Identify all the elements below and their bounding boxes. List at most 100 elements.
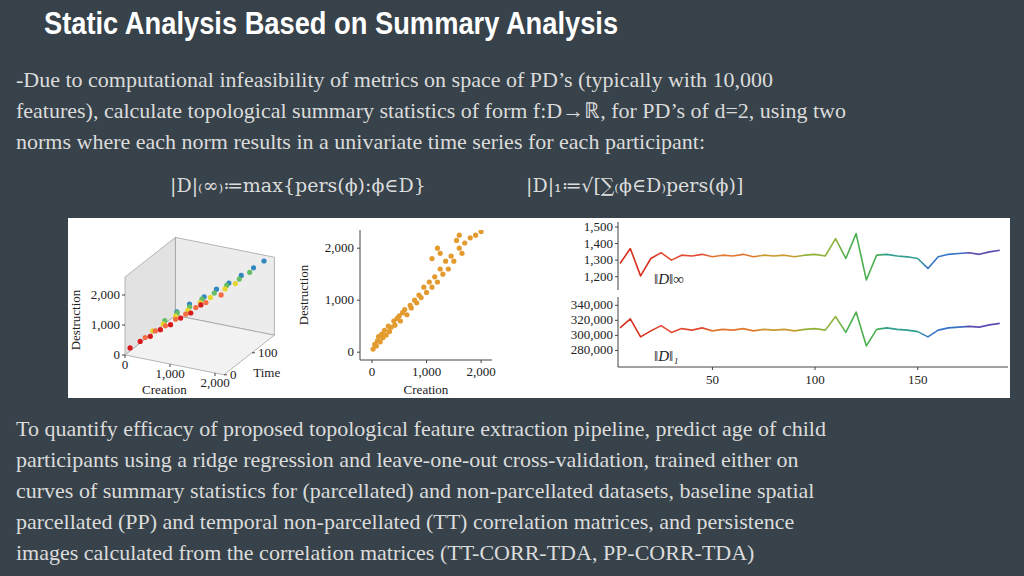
y-tick-label: 340,000 — [571, 297, 613, 312]
point-3d — [178, 315, 183, 320]
x-tick — [712, 367, 713, 370]
point — [440, 272, 445, 277]
x-tick — [481, 360, 482, 363]
point — [468, 235, 473, 240]
point-3d — [203, 300, 208, 305]
y-axis — [360, 230, 361, 360]
x-axis-label: Creation — [404, 382, 449, 397]
point — [457, 233, 462, 238]
x-tick-label: 0 — [369, 364, 376, 379]
x-tick-label: 100 — [805, 372, 825, 387]
point-3d — [237, 277, 242, 282]
point — [435, 246, 440, 251]
point — [473, 233, 478, 238]
intro-line: -Due to computational infeasibility of m… — [16, 64, 846, 95]
y-tick-label: 2,000 — [325, 240, 354, 255]
formula-inf-norm: |D|₍∞₎≔max{pers(ϕ):ϕ∈D} — [170, 174, 426, 196]
point-3d — [219, 292, 224, 297]
point — [421, 285, 426, 290]
y-tick-label: 2,000 — [91, 287, 120, 302]
x-tick-label: 0 — [122, 357, 129, 372]
point — [427, 279, 432, 284]
point — [432, 274, 437, 279]
z-tick-label: 0 — [230, 367, 237, 382]
panel-annotation: ‖D‖₁ — [654, 348, 678, 364]
x-tick-label: 1,000 — [412, 364, 441, 379]
body-paragraph: To quantify efficacy of proposed topolog… — [16, 413, 826, 568]
point — [392, 323, 397, 328]
y-tick-label: 300,000 — [571, 327, 613, 342]
lines — [620, 312, 1000, 346]
point-3d — [212, 290, 217, 295]
y-tick-label: 1,200 — [584, 269, 613, 284]
y-axis — [618, 222, 619, 290]
point-3d — [261, 258, 266, 263]
y-tick — [357, 300, 360, 301]
y-axis — [618, 297, 619, 367]
z-tick — [224, 374, 227, 375]
point-3d — [251, 265, 256, 270]
slide-title: Static Analysis Based on Summary Analysi… — [44, 6, 618, 42]
x-tick-label: 1,000 — [155, 366, 184, 381]
z-axis-label: Time — [253, 365, 280, 380]
x-tick — [917, 367, 918, 370]
y-tick-label: 1,000 — [325, 292, 354, 307]
intro-line: norms where each norm results in a univa… — [16, 126, 846, 157]
y-axis-label: Destruction — [296, 264, 311, 325]
point-3d — [198, 302, 203, 307]
y-tick — [122, 325, 125, 326]
body-line: images calculated from the correlation m… — [16, 537, 826, 568]
point-3d — [168, 322, 173, 327]
x-axis-label: Creation — [142, 382, 187, 397]
intro-line: features), calculate topological summary… — [16, 95, 846, 126]
point-3d — [188, 310, 193, 315]
point-3d — [163, 323, 168, 328]
point-3d — [193, 305, 198, 310]
point-3d — [153, 328, 158, 333]
y-tick — [615, 305, 618, 306]
body-line: participants using a ridge regression an… — [16, 444, 826, 475]
x-tick-label: 2,000 — [466, 364, 495, 379]
y-tick — [615, 335, 618, 336]
y-tick — [357, 352, 360, 353]
point-3d — [183, 312, 188, 317]
formula-one-norm: |D|₁≔√[∑₍ϕ∈D₎pers(ϕ)] — [526, 174, 743, 196]
point — [435, 279, 440, 284]
figure: 01,0002,00001,0002,0000100CreationDestru… — [0, 0, 1024, 576]
point — [443, 259, 448, 264]
y-tick-label: 1,300 — [584, 252, 613, 267]
y-tick — [615, 226, 618, 227]
point — [418, 295, 423, 300]
point — [402, 307, 407, 312]
x-tick-label: 50 — [706, 372, 719, 387]
point-3d — [127, 345, 132, 350]
y-tick-label: 320,000 — [571, 312, 613, 327]
y-tick-label: 1,400 — [584, 236, 613, 251]
point — [398, 318, 403, 323]
points — [370, 230, 483, 352]
y-tick-label: 280,000 — [571, 342, 613, 357]
y-tick-label: 0 — [348, 344, 355, 359]
point — [414, 300, 419, 305]
x-tick-label: 2,000 — [200, 375, 229, 390]
body-line: curves of summary statistics for (parcel… — [16, 475, 826, 506]
x-axis — [618, 367, 1008, 368]
point — [382, 328, 387, 333]
y-tick — [615, 243, 618, 244]
point-3d — [173, 317, 178, 322]
point-3d — [138, 339, 143, 344]
y-tick-label: 1,500 — [584, 219, 613, 234]
point-3d — [233, 281, 238, 286]
body-line: To quantify efficacy of proposed topolog… — [16, 413, 826, 444]
point — [457, 246, 462, 251]
y-tick — [615, 350, 618, 351]
z-tick — [252, 352, 255, 353]
body-line: parcellated (PP) and temporal non-parcel… — [16, 506, 826, 537]
point-3d — [148, 334, 153, 339]
point-3d — [208, 295, 213, 300]
x-tick — [815, 367, 816, 370]
panel-annotation: ‖D‖∞ — [654, 271, 684, 287]
x-tick — [372, 360, 373, 363]
point — [446, 266, 451, 271]
point-3d — [222, 286, 227, 291]
